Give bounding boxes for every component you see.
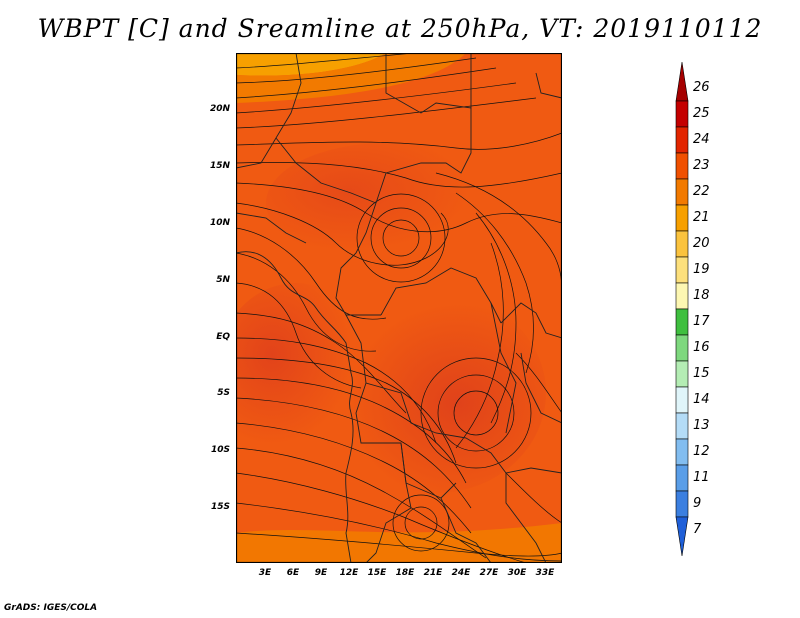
warm-region-north: [236, 53, 386, 76]
colorbar-segment: [675, 360, 689, 388]
colorbar-segment: [675, 126, 689, 154]
lat-label-15n: 15N: [209, 161, 230, 171]
colorbar-segment: [675, 386, 689, 414]
lon-label-9e: 9E: [314, 568, 328, 578]
colorbar-label: 13: [693, 418, 710, 433]
lon-label-3e: 3E: [258, 568, 272, 578]
colorbar-label: 15: [693, 366, 710, 381]
map-frame: [236, 53, 562, 563]
country-borders: [236, 53, 562, 563]
colorbar-segment: [675, 204, 689, 232]
colorbar-label: 26: [693, 80, 710, 95]
lon-label-6e: 6E: [286, 568, 300, 578]
colorbar-segment: [675, 412, 689, 440]
colorbar-segment: [675, 256, 689, 284]
colorbar-segment: [675, 282, 689, 310]
lon-label-33e: 33E: [535, 568, 555, 578]
lon-label-18e: 18E: [395, 568, 415, 578]
colorbar-label: 24: [693, 132, 710, 147]
colorbar-label: 17: [693, 314, 710, 329]
lon-label-21e: 21E: [423, 568, 443, 578]
lon-label-27e: 27E: [479, 568, 499, 578]
colorbar-label: 20: [693, 236, 710, 251]
lat-label-5s: 5S: [217, 388, 230, 398]
lat-label-10n: 10N: [209, 218, 230, 228]
credit-label: GrADS: IGES/COLA: [4, 603, 98, 613]
hot-area-north: [266, 143, 506, 263]
colorbar-label: 16: [693, 340, 710, 355]
colorbar-segment: [675, 308, 689, 336]
colorbar-label: 25: [693, 106, 710, 121]
colorbar-segment: [675, 438, 689, 466]
lon-label-30e: 30E: [507, 568, 527, 578]
colorbar-label: 23: [693, 158, 710, 173]
colorbar-segment: [675, 334, 689, 362]
lon-label-24e: 24E: [451, 568, 471, 578]
colorbar-label: 11: [693, 470, 710, 485]
lat-label-20n: 20N: [209, 104, 230, 114]
lon-label-15e: 15E: [367, 568, 387, 578]
colorbar-label: 19: [693, 262, 710, 277]
colorbar-label: 7: [693, 522, 702, 537]
hot-area-centre: [326, 293, 546, 493]
colorbar-segment: [675, 230, 689, 258]
map-panel: [236, 53, 562, 563]
colorbar-label: 9: [693, 496, 702, 511]
colorbar-label: 12: [693, 444, 710, 459]
colorbar-label: 21: [693, 210, 710, 225]
colorbar-segment: [675, 490, 689, 518]
lon-label-12e: 12E: [339, 568, 359, 578]
colorbar-segment: [675, 464, 689, 492]
colorbar-segment: [675, 61, 689, 102]
colorbar-label: 14: [693, 392, 710, 407]
lat-label-eq: EQ: [216, 332, 230, 342]
colorbar-segment: [675, 516, 689, 557]
lat-label-10s: 10S: [210, 445, 230, 455]
colorbar-label: 22: [693, 184, 710, 199]
lat-label-5n: 5N: [216, 275, 230, 285]
colorbar-label: 18: [693, 288, 710, 303]
colorbar-segment: [675, 152, 689, 180]
warm-band-north: [236, 53, 466, 103]
colorbar-segment: [675, 100, 689, 128]
map-title: WBPT [C] and Sreamline at 250hPa, VT: 20…: [37, 14, 763, 43]
colorbar-segment: [675, 178, 689, 206]
lat-label-15s: 15S: [210, 502, 230, 512]
